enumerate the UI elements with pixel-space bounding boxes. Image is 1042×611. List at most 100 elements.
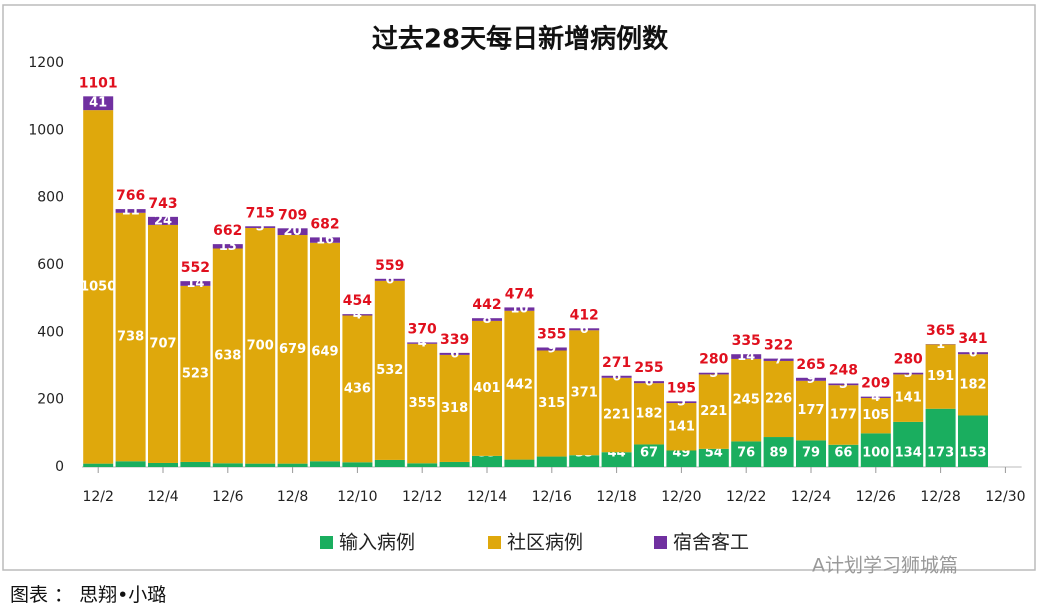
data-label: 41 — [89, 96, 107, 111]
data-label: 707 — [149, 336, 176, 351]
data-label: 436 — [344, 381, 371, 396]
x-tick-label: 12/8 — [277, 489, 308, 505]
data-label: 371 — [571, 385, 598, 400]
total-label: 552 — [181, 260, 210, 276]
bar-segment — [374, 280, 405, 460]
bar-segment — [828, 444, 859, 467]
x-tick-label: 12/18 — [596, 489, 636, 505]
data-label: 5 — [677, 395, 686, 410]
y-tick-label: 1200 — [28, 55, 64, 71]
data-label: 8 — [482, 312, 491, 327]
bar-segment — [148, 462, 178, 467]
data-label: 355 — [409, 396, 436, 411]
bar-segment — [277, 228, 308, 236]
bar-segment — [698, 374, 729, 449]
bar-segment — [115, 212, 146, 462]
data-label: 679 — [279, 342, 306, 357]
bar-segment — [925, 408, 956, 467]
bar-segment — [634, 444, 664, 467]
bar-segment — [342, 462, 373, 467]
bar-segment — [180, 285, 211, 462]
bar-segment — [569, 455, 600, 467]
data-label: 76 — [737, 446, 755, 461]
bar-segment — [504, 307, 535, 311]
bar-segment — [504, 310, 535, 460]
x-tick-label: 12/4 — [147, 489, 179, 505]
data-label: 141 — [668, 419, 695, 434]
data-label: 14 — [737, 349, 755, 364]
bar-segment — [83, 96, 114, 111]
x-tick-label: 12/22 — [726, 489, 766, 505]
total-label: 265 — [796, 357, 825, 373]
total-label: 271 — [602, 355, 631, 371]
bar-segment — [212, 248, 243, 464]
bar-segment — [245, 226, 276, 228]
data-label: 13 — [219, 239, 237, 254]
data-label: 5 — [709, 366, 718, 381]
x-tick-label: 12/14 — [467, 489, 507, 505]
data-label: 177 — [797, 403, 824, 418]
total-label: 195 — [667, 380, 696, 396]
data-label: 89 — [770, 446, 788, 461]
data-label: 700 — [247, 338, 274, 353]
data-label: 221 — [603, 407, 630, 422]
bar-segment — [277, 235, 308, 464]
bar-segment — [893, 421, 924, 467]
data-label: 6 — [644, 375, 653, 390]
data-label: 4 — [353, 307, 362, 322]
data-label: 315 — [538, 396, 565, 411]
watermark: A计划学习狮城篇 — [812, 555, 958, 577]
data-label: 1 — [936, 337, 945, 352]
bar-segment — [407, 343, 438, 464]
legend-label: 宿舍客工 — [673, 532, 749, 554]
bar-segment — [342, 315, 373, 463]
bar-segment — [634, 381, 664, 384]
total-label: 682 — [310, 216, 339, 232]
x-tick-label: 12/6 — [212, 489, 244, 505]
chart-title: 过去28天每日新增病例数 — [372, 24, 669, 55]
bar-segment — [115, 209, 146, 213]
bar-segment — [796, 377, 826, 381]
total-label: 339 — [440, 332, 469, 348]
x-tick-label: 12/12 — [402, 489, 442, 505]
bar-segment — [796, 440, 826, 467]
caption: 图表 ： 思翔•小璐 — [10, 584, 166, 606]
data-label: 5 — [256, 220, 265, 235]
bar-segment — [666, 450, 697, 467]
bar-segment — [569, 330, 600, 456]
x-tick-label: 12/30 — [985, 489, 1025, 505]
legend-swatch — [320, 536, 333, 549]
bar-segment — [860, 397, 891, 434]
legend-label: 输入病例 — [339, 532, 415, 554]
data-label: 14 — [186, 276, 204, 291]
data-label: 67 — [640, 446, 658, 461]
data-label: 182 — [635, 406, 662, 421]
bar-segment — [504, 459, 535, 467]
data-label: 6 — [612, 369, 621, 384]
bar-segment — [698, 448, 729, 467]
data-label: 4 — [871, 390, 880, 405]
bar-segment — [310, 237, 340, 243]
bar-segment — [374, 459, 405, 467]
x-tick-label: 12/10 — [337, 489, 377, 505]
data-label: 649 — [311, 345, 338, 360]
bar-segment — [83, 110, 114, 464]
bar-segment — [601, 452, 632, 467]
bar-segment — [407, 342, 438, 344]
total-label: 442 — [472, 297, 501, 313]
total-label: 662 — [213, 223, 242, 239]
data-label: 442 — [506, 378, 533, 393]
bar-segment — [342, 314, 373, 316]
total-label: 766 — [116, 188, 145, 204]
bar-segment — [115, 461, 146, 467]
total-label: 355 — [537, 326, 566, 342]
total-label: 559 — [375, 258, 404, 274]
bar-segment — [245, 463, 276, 467]
bar-segment — [439, 354, 470, 462]
data-label: 6 — [385, 272, 394, 287]
data-label: 532 — [376, 363, 403, 378]
total-label: 1101 — [79, 75, 118, 91]
bar-segment — [958, 354, 988, 416]
data-label: 153 — [959, 446, 986, 461]
data-label: 1050 — [80, 279, 116, 294]
